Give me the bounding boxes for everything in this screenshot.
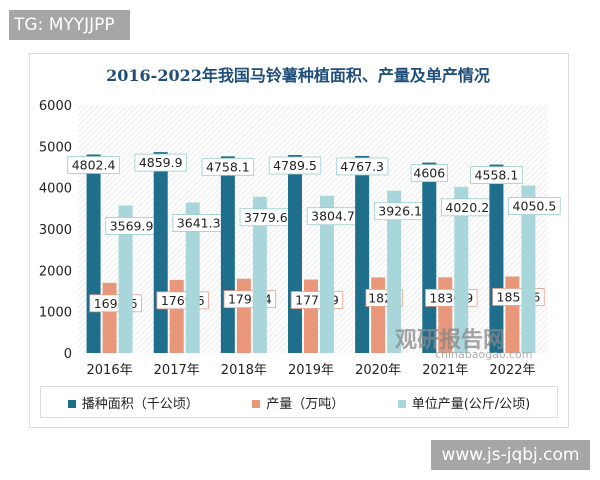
bar-0 <box>489 164 504 353</box>
bar-0 <box>86 154 101 353</box>
bar-1 <box>371 277 386 353</box>
chart-title: 2016-2022年我国马铃薯种植面积、产量及单产情况 <box>106 66 490 85</box>
data-label: 4020.2 <box>445 200 489 215</box>
x-tick-label: 2021年 <box>422 363 468 378</box>
data-label: 3804.7 <box>311 209 355 224</box>
bar-2 <box>185 202 200 353</box>
data-label-box <box>410 164 448 183</box>
legend-swatch <box>67 399 76 408</box>
data-label: 3641.3 <box>177 215 221 230</box>
bar-2 <box>320 195 334 353</box>
data-label-box <box>470 166 523 184</box>
bar-2 <box>387 190 402 353</box>
bar-2 <box>521 185 536 353</box>
x-tick-label: 2017年 <box>154 363 200 378</box>
legend-item-area: 播种面积（千公顷） <box>67 393 199 412</box>
data-label-box <box>335 157 389 176</box>
bar-0 <box>153 152 168 353</box>
bar-0 <box>220 156 235 353</box>
data-label: 3779.6 <box>244 210 288 225</box>
legend-item-yield: 单位产量(公斤/公顷) <box>397 393 531 412</box>
legend-item-output: 产量（万吨） <box>252 393 344 412</box>
bar-0 <box>355 155 370 353</box>
bar-1 <box>236 278 251 353</box>
data-label-box <box>508 197 561 215</box>
y-tick-label: 0 <box>64 347 72 362</box>
legend-label: 产量（万吨） <box>266 396 345 412</box>
watermark-top: TG: MYYJJPP <box>9 10 130 40</box>
legend-label: 播种面积（千公顷） <box>81 396 199 412</box>
bar-1 <box>505 276 520 353</box>
bar-2 <box>454 186 469 353</box>
x-tick-label: 2019年 <box>288 363 334 378</box>
y-tick-label: 1000 <box>39 306 72 321</box>
data-label-box <box>268 156 322 175</box>
data-label: 4859.9 <box>139 155 183 170</box>
bar-2 <box>252 196 267 353</box>
bar-2 <box>118 205 133 353</box>
x-tick-label: 2018年 <box>221 363 267 378</box>
data-label-box <box>201 157 255 176</box>
y-tick-label: 6000 <box>39 99 72 114</box>
data-label: 4767.3 <box>340 159 384 174</box>
bar-0 <box>288 155 302 353</box>
data-label: 4802.4 <box>72 158 116 173</box>
bar-1 <box>102 282 117 353</box>
bar-1 <box>304 279 318 353</box>
data-label: 3926.1 <box>378 204 422 219</box>
legend-swatch <box>397 399 406 408</box>
legend-swatch <box>252 399 261 408</box>
x-tick-label: 2016年 <box>87 363 133 378</box>
legend-label: 单位产量(公斤/公顷) <box>411 396 531 412</box>
data-label-box <box>134 153 187 172</box>
x-tick-label: 2022年 <box>489 363 535 378</box>
y-tick-label: 4000 <box>39 182 72 197</box>
data-label: 4558.1 <box>475 168 519 183</box>
data-label: 3569.9 <box>110 218 154 233</box>
data-label: 4606 <box>413 166 445 181</box>
legend: 播种面积（千公顷） 产量（万吨） 单位产量(公斤/公顷) <box>40 386 558 418</box>
chart-watermark: 观研报告网 <box>395 328 506 353</box>
data-label-box <box>67 156 120 174</box>
bar-1 <box>169 279 184 353</box>
data-label: 4050.5 <box>513 199 557 214</box>
y-tick-label: 3000 <box>39 223 72 238</box>
data-label: 4789.5 <box>273 158 317 173</box>
y-tick-label: 5000 <box>39 140 72 155</box>
x-tick-label: 2020年 <box>355 363 401 378</box>
y-tick-label: 2000 <box>39 264 72 279</box>
data-label: 4758.1 <box>206 159 250 174</box>
watermark-bottom: www.js-jqbj.com <box>431 440 590 470</box>
chart-watermark-url: chinabaogao.com <box>435 348 533 361</box>
